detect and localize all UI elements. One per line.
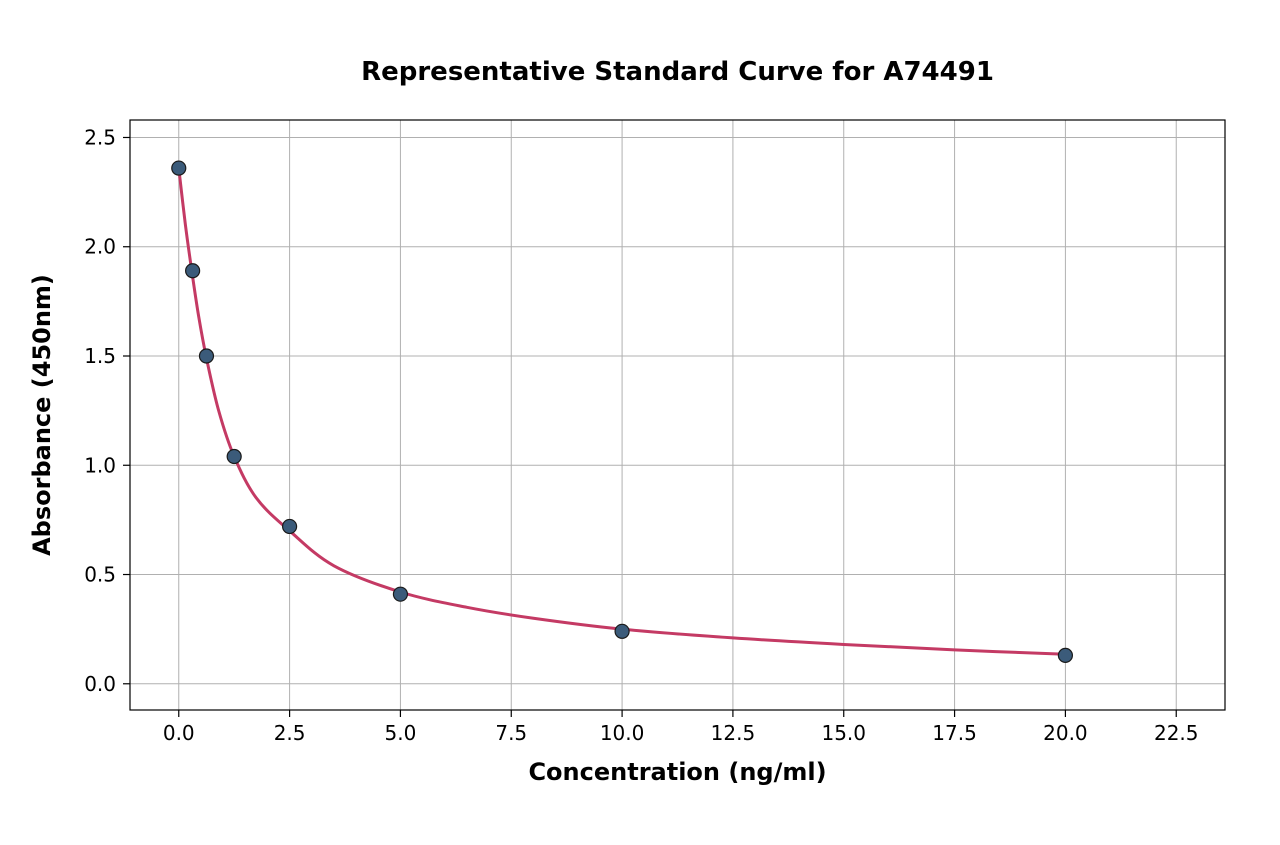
data-point [283,519,297,533]
x-tick-label: 2.5 [274,721,306,745]
chart-background [0,0,1280,845]
x-tick-label: 20.0 [1043,721,1088,745]
y-tick-label: 2.0 [84,235,116,259]
standard-curve-chart: 0.0 2.5 5.0 7.5 10.0 12.5 15.0 17.5 20.0 22.5 0.0 0… [0,0,1280,845]
data-point [227,450,241,464]
data-point [393,587,407,601]
x-tick-label: 0.0 [163,721,195,745]
y-tick-label: 2.5 [84,125,116,149]
data-point [615,624,629,638]
data-point [172,161,186,175]
data-point [186,264,200,278]
x-tick-label: 10.0 [600,721,645,745]
x-tick-label: 17.5 [932,721,977,745]
x-tick-label: 5.0 [385,721,417,745]
y-tick-label: 0.0 [84,672,116,696]
y-axis-title: Absorbance (450nm) [28,274,56,556]
x-tick-label: 7.5 [495,721,527,745]
y-tick-label: 0.5 [84,563,116,587]
y-tick-label: 1.5 [84,344,116,368]
y-tick-label: 1.0 [84,453,116,477]
chart-title: Representative Standard Curve for A74491 [361,57,994,87]
x-axis-title: Concentration (ng/ml) [528,758,826,786]
data-point [199,349,213,363]
x-tick-label: 22.5 [1154,721,1199,745]
chart-container: 0.0 2.5 5.0 7.5 10.0 12.5 15.0 17.5 20.0 22.5 0.0 0… [0,0,1280,845]
data-point [1058,648,1072,662]
x-tick-label: 15.0 [821,721,866,745]
x-tick-label: 12.5 [711,721,756,745]
